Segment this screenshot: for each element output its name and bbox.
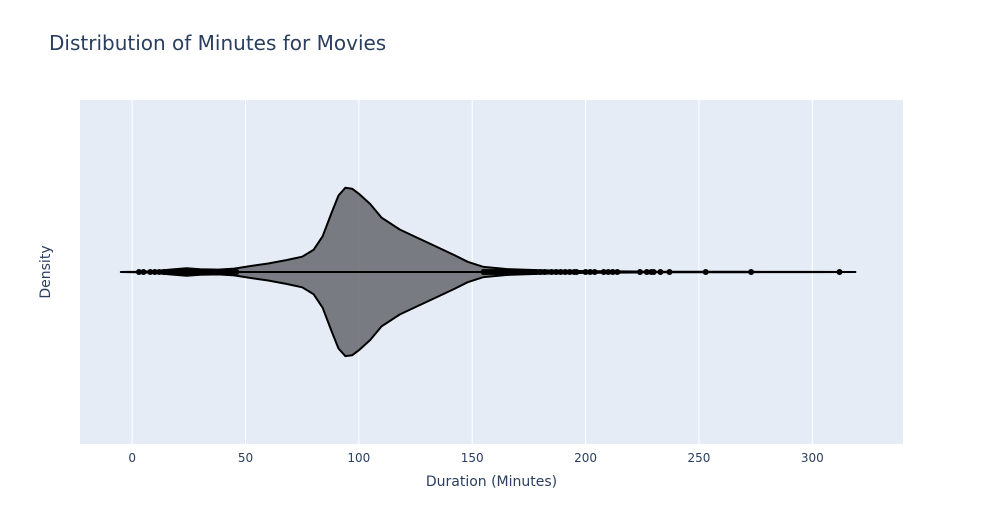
outlier-point [566, 269, 573, 275]
outlier-point [548, 269, 555, 275]
outlier-point [557, 269, 564, 275]
outlier-point [650, 269, 657, 275]
outlier-point [156, 269, 163, 275]
outlier-point [587, 269, 594, 275]
outlier-point [748, 269, 755, 275]
outlier-point [147, 269, 154, 275]
outlier-point [573, 269, 580, 275]
outlier-point [541, 269, 548, 275]
x-tick-label: 100 [347, 451, 370, 465]
outlier-point [637, 269, 644, 275]
outlier-point [233, 269, 240, 275]
x-tick-label: 300 [801, 451, 824, 465]
x-tick-label: 50 [238, 451, 253, 465]
x-tick-label: 250 [687, 451, 710, 465]
chart-title: Distribution of Minutes for Movies [49, 31, 386, 55]
outlier-point [151, 269, 158, 275]
outlier-point [614, 269, 621, 275]
outlier-point [532, 269, 539, 275]
outlier-point [600, 269, 607, 275]
outlier-point [582, 269, 589, 275]
x-axis-ticks: 0 50 100 150 200 250 300 [128, 451, 823, 465]
violin-series [119, 186, 857, 358]
x-axis-title: Duration (Minutes) [426, 474, 557, 490]
y-axis-title: Density [38, 245, 54, 298]
outlier-point [553, 269, 560, 275]
outlier-point [836, 269, 843, 275]
x-tick-label: 200 [574, 451, 597, 465]
outlier-point [702, 269, 709, 275]
outlier-point [605, 269, 612, 275]
outlier-point [537, 269, 544, 275]
outlier-point [140, 269, 147, 275]
outlier-point [562, 269, 569, 275]
outlier-point [666, 269, 673, 275]
outlier-point [135, 269, 142, 275]
outlier-point [643, 269, 650, 275]
x-tick-label: 0 [128, 451, 136, 465]
outlier-point [591, 269, 598, 275]
outlier-point [609, 269, 616, 275]
outlier-point [657, 269, 664, 275]
x-tick-label: 150 [461, 451, 484, 465]
